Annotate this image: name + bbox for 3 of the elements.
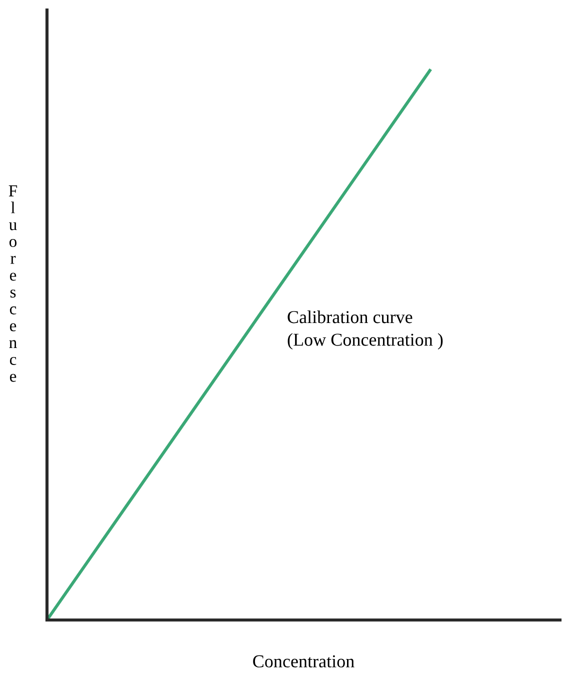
- text: Fluorescence: [8, 185, 18, 382]
- annotation: Calibration curve (Low Concentration ): [288, 310, 443, 350]
- x-axis-title: Concentration: [253, 655, 354, 668]
